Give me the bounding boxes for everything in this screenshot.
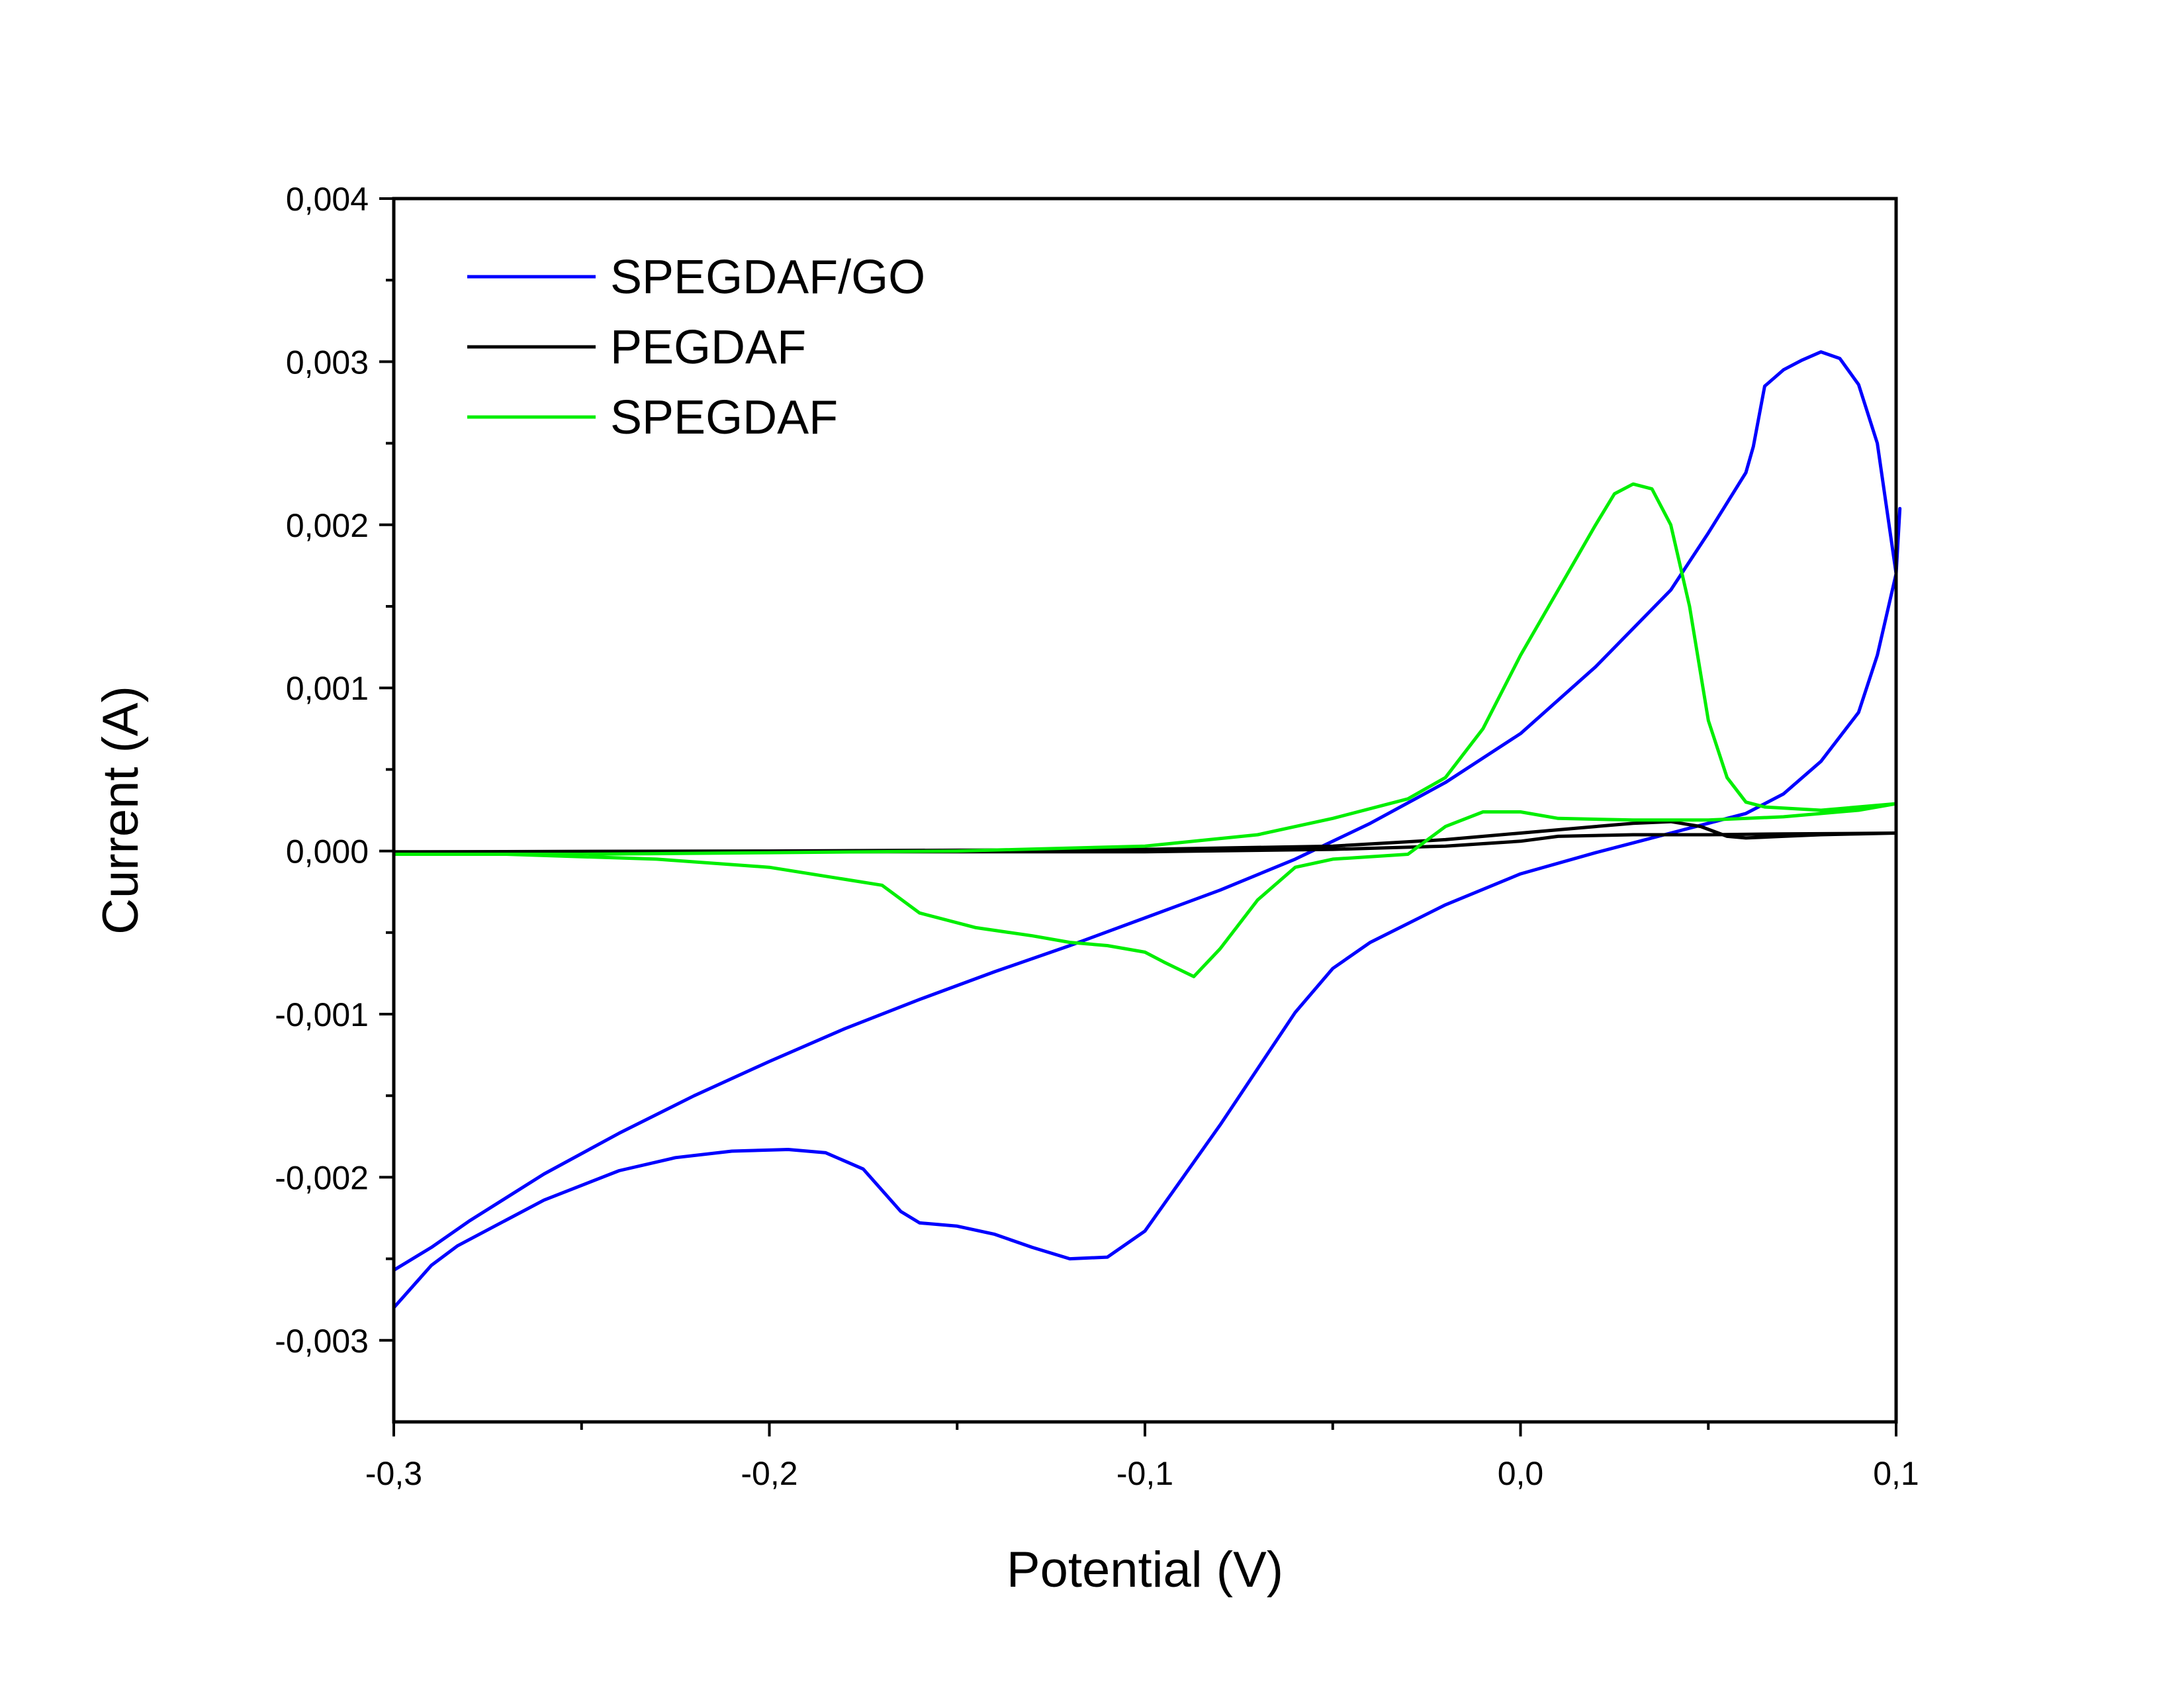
series-line-pegdaf xyxy=(392,820,1898,854)
legend-label-pegdaf: PEGDAF xyxy=(610,321,806,374)
y-tick-label: 0,004 xyxy=(286,181,369,218)
x-tick-label: -0,1 xyxy=(1116,1455,1173,1492)
series-line-spegdaf xyxy=(392,482,1898,978)
y-tick-label: -0,003 xyxy=(275,1323,369,1360)
chart-legend: SPEGDAF/GO PEGDAF SPEGDAF xyxy=(467,251,925,444)
axis-tick-labels: -0,3 -0,2 -0,1 0,0 0,1 0,004 0,003 0,002 0,001 0,… xyxy=(275,181,1919,1492)
y-tick-label: 0,001 xyxy=(286,670,369,707)
x-tick-label: 0,1 xyxy=(1873,1455,1919,1492)
axis-ticks xyxy=(379,197,1897,1436)
x-tick-label: -0,2 xyxy=(741,1455,797,1492)
y-tick-label: 0,002 xyxy=(286,507,369,544)
y-axis-title: Current (A) xyxy=(93,686,149,935)
y-tick-label: 0,003 xyxy=(286,344,369,381)
x-axis-title: Potential (V) xyxy=(1007,1542,1283,1598)
plot-frame xyxy=(392,197,1898,1424)
legend-label-spegdaf: SPEGDAF xyxy=(610,391,838,444)
series-line-spegdaf-go xyxy=(392,350,1902,1309)
plot-curves xyxy=(392,350,1902,1309)
y-tick-label: -0,002 xyxy=(275,1159,369,1196)
y-tick-label: 0,000 xyxy=(286,833,369,870)
x-tick-label: 0,0 xyxy=(1498,1455,1544,1492)
x-tick-label: -0,3 xyxy=(365,1455,422,1492)
y-tick-label: -0,001 xyxy=(275,996,369,1033)
legend-label-spegdaf-go: SPEGDAF/GO xyxy=(610,251,925,304)
